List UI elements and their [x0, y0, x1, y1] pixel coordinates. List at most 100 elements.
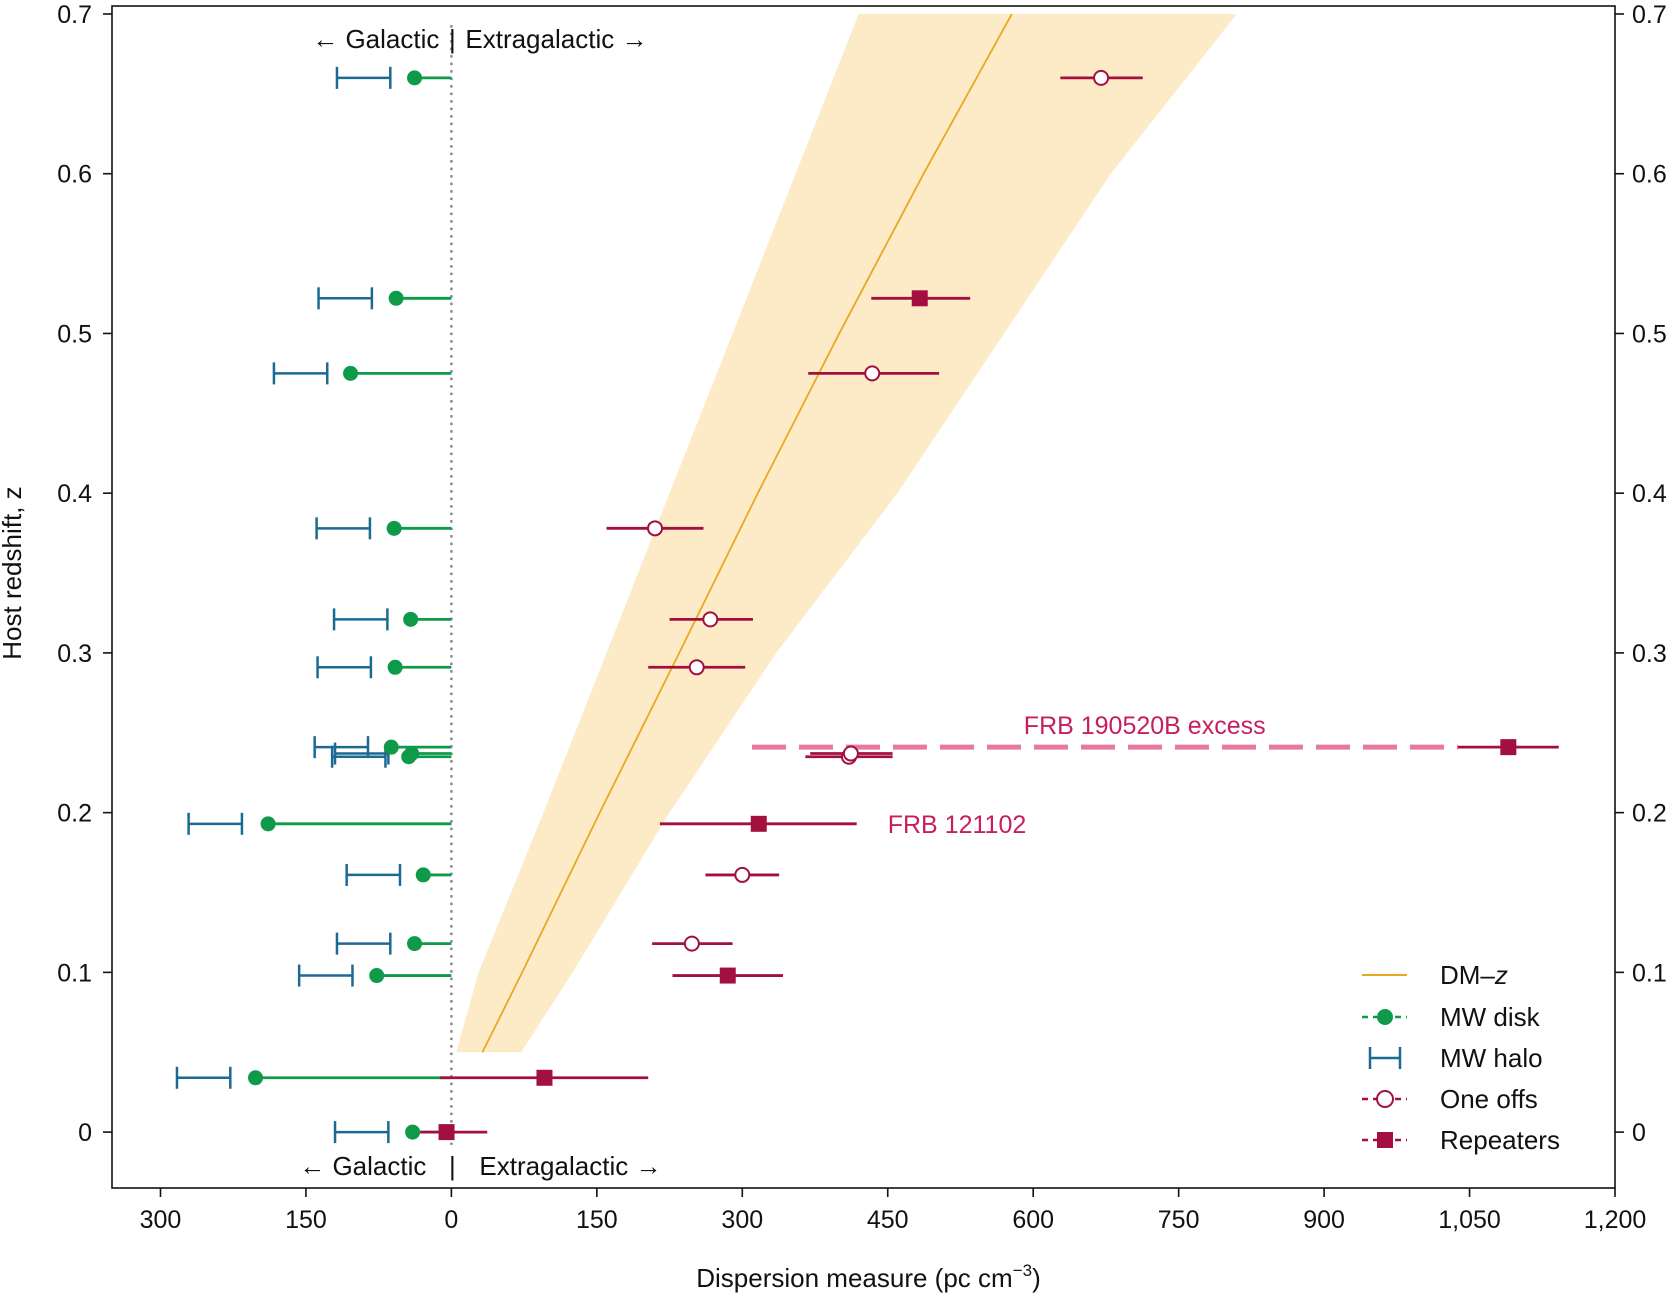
x-axis-label: Dispersion measure (pc cm−3) [696, 1261, 1041, 1293]
dm-z-uncertainty-band [456, 13, 1237, 1053]
mw-halo-errorbar [330, 745, 387, 768]
mw-disk-point [388, 290, 404, 306]
legend: DM–z MW disk MW halo One offs Repeaters [1362, 960, 1560, 1155]
legend-item-one-offs: One offs [1362, 1084, 1538, 1114]
mw-disk-point [260, 816, 276, 832]
mw-halo-errorbar [187, 812, 244, 835]
mw-halo-errorbar [313, 736, 370, 759]
legend-item-mw-disk: MW disk [1362, 1002, 1541, 1032]
one-off-point [734, 866, 751, 883]
legend-item-repeaters: Repeaters [1362, 1125, 1560, 1155]
annotation-frb-121102: FRB 121102 [888, 811, 1027, 839]
legend-item-dm-z: DM–z [1362, 960, 1508, 990]
mw-halo-errorbar [335, 66, 392, 89]
repeater-point [1500, 739, 1517, 756]
y-tick-label-right: 0.5 [1632, 320, 1667, 348]
one-off-point [683, 935, 700, 952]
mw-halo-errorbar [333, 742, 390, 765]
x-tick-label: 900 [1303, 1206, 1345, 1234]
y-tick-label-right: 0.3 [1632, 640, 1667, 668]
y-tick-label-left: 0.6 [57, 161, 92, 189]
y-tick-label-right: 0.6 [1632, 161, 1667, 189]
y-tick-label-right: 0.7 [1632, 1, 1667, 29]
one-off-point [842, 745, 859, 762]
mw-disk-point [369, 968, 385, 984]
mw-disk-point [407, 936, 423, 952]
legend-label-one-offs: One offs [1440, 1084, 1538, 1114]
legend-label-dm-z: DM–z [1440, 960, 1508, 990]
y-tick-label-left: 0.2 [57, 800, 92, 828]
mw-disk-point [383, 739, 399, 755]
mw-halo-errorbar [317, 287, 374, 310]
x-tick-label: 0 [444, 1206, 458, 1234]
mw-halo-errorbar [297, 964, 354, 987]
one-off-point [647, 520, 664, 537]
one-off-point [864, 365, 881, 382]
x-tick-label: 150 [285, 1206, 327, 1234]
mw-disk-point [405, 1124, 421, 1140]
mw-halo-errorbar [345, 863, 402, 886]
data-series [175, 66, 1559, 1144]
annotation-galactic-bottom: ← Galactic [299, 1151, 426, 1181]
mw-disk-point [403, 611, 419, 627]
annotation-divider-top: | [449, 24, 456, 54]
x-tick-label: 300 [721, 1206, 763, 1234]
repeater-point [750, 815, 767, 832]
repeater-point [719, 967, 736, 984]
y-tick-label-right: 0.2 [1632, 800, 1667, 828]
legend-filled-circle-icon [1377, 1009, 1393, 1025]
one-off-point [702, 611, 719, 628]
legend-open-circle-icon [1376, 1090, 1394, 1108]
repeater-point [438, 1124, 455, 1141]
annotation-frb-190520b-excess: FRB 190520B excess [1024, 712, 1266, 740]
legend-filled-square-icon [1377, 1132, 1393, 1148]
repeater-point [911, 290, 928, 307]
plot-frame [111, 5, 1616, 1189]
mw-halo-errorbar [316, 656, 373, 679]
x-tick-label: 450 [867, 1206, 909, 1234]
y-tick-label-left: 0.1 [57, 959, 92, 987]
y-tick-label-left: 0.5 [57, 320, 92, 348]
one-off-point [1093, 69, 1110, 86]
legend-label-mw-halo: MW halo [1440, 1043, 1543, 1073]
mw-halo-errorbar [272, 362, 329, 385]
y-tick-label-left: 0 [78, 1119, 92, 1147]
mw-halo-errorbar [315, 517, 372, 540]
x-tick-label: 300 [140, 1206, 182, 1234]
mw-halo-errorbar [333, 1121, 390, 1144]
mw-disk-point [404, 746, 420, 762]
y-tick-label-left: 0.7 [57, 1, 92, 29]
annotation-divider-bottom: | [449, 1151, 456, 1181]
mw-disk-point [407, 70, 423, 86]
repeater-point [536, 1069, 553, 1086]
y-tick-label-right: 0.4 [1632, 480, 1667, 508]
y-tick-label-right: 0 [1632, 1119, 1646, 1147]
legend-label-repeaters: Repeaters [1440, 1125, 1560, 1155]
x-tick-label: 1,050 [1438, 1206, 1501, 1234]
legend-item-mw-halo: MW halo [1368, 1043, 1543, 1073]
x-tick-label: 750 [1158, 1206, 1200, 1234]
y-tick-label-right: 0.1 [1632, 959, 1667, 987]
legend-label-mw-disk: MW disk [1440, 1002, 1541, 1032]
dm-z-relation [481, 13, 1013, 1053]
mw-halo-errorbar [335, 932, 392, 955]
dm-z-band [456, 13, 1237, 1053]
axes: 300 150 0 150 300 450 600 750 900 1,050 1,200 0 0 0.1… [57, 1, 1667, 1234]
y-tick-label-left: 0.4 [57, 480, 92, 508]
mw-halo-errorbar [175, 1066, 232, 1089]
mw-disk-point [248, 1070, 264, 1086]
mw-disk-point [386, 520, 402, 536]
annotation-galactic-top: ← Galactic [312, 24, 439, 54]
mw-disk-point [387, 659, 403, 675]
x-tick-label: 150 [576, 1206, 618, 1234]
mw-disk-point [415, 867, 431, 883]
legend-errorbar-icon [1368, 1047, 1402, 1069]
y-tick-label-left: 0.3 [57, 640, 92, 668]
mw-halo-errorbar [332, 608, 389, 631]
mw-disk-point [343, 365, 359, 381]
one-off-point [688, 659, 705, 676]
x-tick-label: 1,200 [1584, 1206, 1647, 1234]
x-tick-label: 600 [1012, 1206, 1054, 1234]
dm-z-line [481, 13, 1013, 1053]
